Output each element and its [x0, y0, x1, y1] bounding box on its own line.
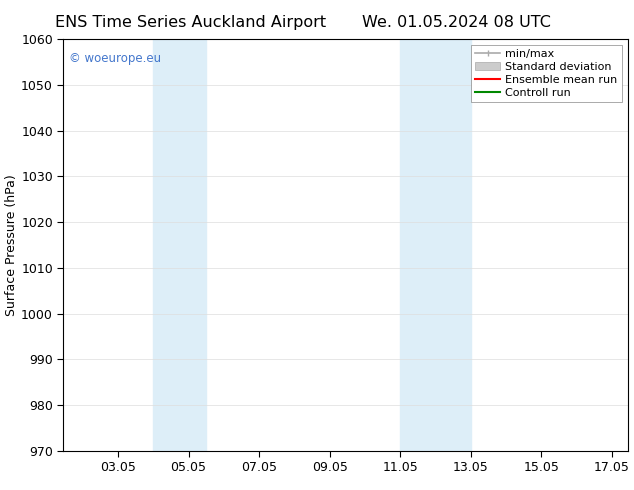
Bar	[400, 39, 470, 451]
Bar	[153, 39, 206, 451]
Text: © woeurope.eu: © woeurope.eu	[69, 51, 161, 65]
Y-axis label: Surface Pressure (hPa): Surface Pressure (hPa)	[5, 174, 18, 316]
Text: ENS Time Series Auckland Airport: ENS Time Series Auckland Airport	[55, 15, 326, 30]
Legend: min/max, Standard deviation, Ensemble mean run, Controll run: min/max, Standard deviation, Ensemble me…	[471, 45, 622, 102]
Text: We. 01.05.2024 08 UTC: We. 01.05.2024 08 UTC	[362, 15, 551, 30]
